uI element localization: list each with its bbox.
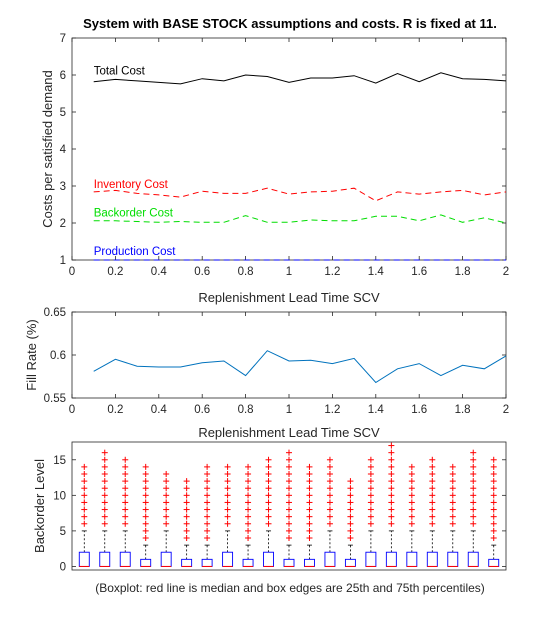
fill-rate-line <box>93 350 507 384</box>
cost-x-tick-label: 1.2 <box>324 266 340 278</box>
backorder-cost-label: Backorder Cost <box>94 207 174 219</box>
backorder-box <box>385 442 397 567</box>
backorder-box <box>488 456 500 567</box>
backorder-box <box>242 463 254 567</box>
cost-y-tick-label: 5 <box>60 107 66 119</box>
cost-plot-xlabel: Replenishment Lead Time SCV <box>198 290 380 305</box>
backorder-box <box>426 456 438 567</box>
fill-rate-plot-xlabel: Replenishment Lead Time SCV <box>198 425 380 440</box>
backorder-box <box>263 456 274 567</box>
backorder-box <box>78 463 90 567</box>
cost-plot-axes-box <box>71 37 507 261</box>
inventory-cost-label: Inventory Cost <box>94 179 169 191</box>
cost-y-tick-label: 7 <box>60 33 66 45</box>
cost-x-tick-label: 0.2 <box>107 266 123 278</box>
backorder-box <box>222 463 234 567</box>
production-cost-label: Production Cost <box>94 246 177 258</box>
backorder-box <box>406 463 418 567</box>
cost-y-tick-label: 6 <box>60 70 66 82</box>
cost-y-tick-label: 1 <box>60 255 66 267</box>
boxplot-y-tick-label: 15 <box>53 455 66 467</box>
fill-x-tick-label: 1.4 <box>368 404 385 416</box>
fill-x-tick-label: 1.8 <box>455 404 471 416</box>
fill-x-tick-label: 0.4 <box>151 404 168 416</box>
boxplot-y-tick-label: 0 <box>60 561 66 573</box>
backorder-box <box>365 456 377 567</box>
backorder-box <box>119 456 131 567</box>
backorder-box <box>201 463 213 567</box>
backorder-box <box>324 456 336 567</box>
fill-y-tick-label: 0.55 <box>44 393 66 405</box>
backorder-box <box>99 449 111 567</box>
backorder-box <box>467 449 479 567</box>
backorder-box <box>181 478 193 567</box>
fill-x-tick-label: 0.8 <box>238 404 254 416</box>
backorder-boxplot-axes-box <box>71 441 507 571</box>
cost-x-tick-label: 1.8 <box>455 266 471 278</box>
cost-x-tick-label: 0 <box>69 266 75 278</box>
fill-x-tick-label: 0.2 <box>107 404 123 416</box>
backorder-box <box>304 463 315 567</box>
backorder-boxplot-ylabel: Backorder Level <box>32 459 47 553</box>
cost-plot-ylabel: Costs per satisfied demand <box>40 70 55 228</box>
cost-y-tick-label: 3 <box>60 181 66 193</box>
fill-y-tick-label: 0.6 <box>50 350 66 362</box>
fill-x-tick-label: 0.6 <box>194 404 210 416</box>
cost-x-tick-label: 0.4 <box>151 266 168 278</box>
figure-title: System with BASE STOCK assumptions and c… <box>83 16 497 31</box>
cost-x-tick-label: 0.8 <box>238 266 254 278</box>
fill-x-tick-label: 1 <box>286 404 292 416</box>
backorder-box <box>447 463 459 567</box>
cost-x-tick-label: 1.4 <box>368 266 385 278</box>
boxplot-y-tick-label: 5 <box>60 526 66 538</box>
backorder-box <box>140 463 152 567</box>
cost-x-tick-label: 2 <box>503 266 509 278</box>
fill-x-tick-label: 1.6 <box>411 404 427 416</box>
cost-x-tick-label: 0.6 <box>194 266 210 278</box>
cost-y-tick-label: 4 <box>60 144 67 156</box>
fill-x-tick-label: 2 <box>503 404 509 416</box>
cost-y-tick-label: 2 <box>60 218 66 230</box>
cost-x-tick-label: 1 <box>286 266 292 278</box>
backorder-box <box>344 478 356 567</box>
cost-plot: 0 0.2 0.4 0.6 0.8 1 1.2 1.4 1.6 1.8 2 1 2 3 4 5 6 7 Total… <box>40 33 509 305</box>
boxplot-y-tick-label: 10 <box>53 490 66 502</box>
fill-rate-plot: 0 0.2 0.4 0.6 0.8 1 1.2 1.4 1.6 1.8 2 0.55 0.6 0.65 R… <box>24 307 509 440</box>
total-cost-label: Total Cost <box>94 65 146 77</box>
fill-rate-plot-axes-box <box>71 311 507 399</box>
inventory-cost-line <box>93 187 507 202</box>
boxplot-caption: (Boxplot: red line is median and box edg… <box>95 581 485 595</box>
backorder-box <box>283 449 295 567</box>
total-cost-line <box>93 72 507 85</box>
backorder-boxplot: 0 5 10 15 Backorder Level <box>32 441 507 573</box>
fill-rate-plot-ylabel: Fill Rate (%) <box>24 319 39 391</box>
cost-x-tick-label: 1.6 <box>411 266 427 278</box>
fill-x-tick-label: 1.2 <box>324 404 340 416</box>
fill-x-tick-label: 0 <box>69 404 75 416</box>
fill-y-tick-label: 0.65 <box>44 307 66 319</box>
backorder-box <box>160 471 172 567</box>
